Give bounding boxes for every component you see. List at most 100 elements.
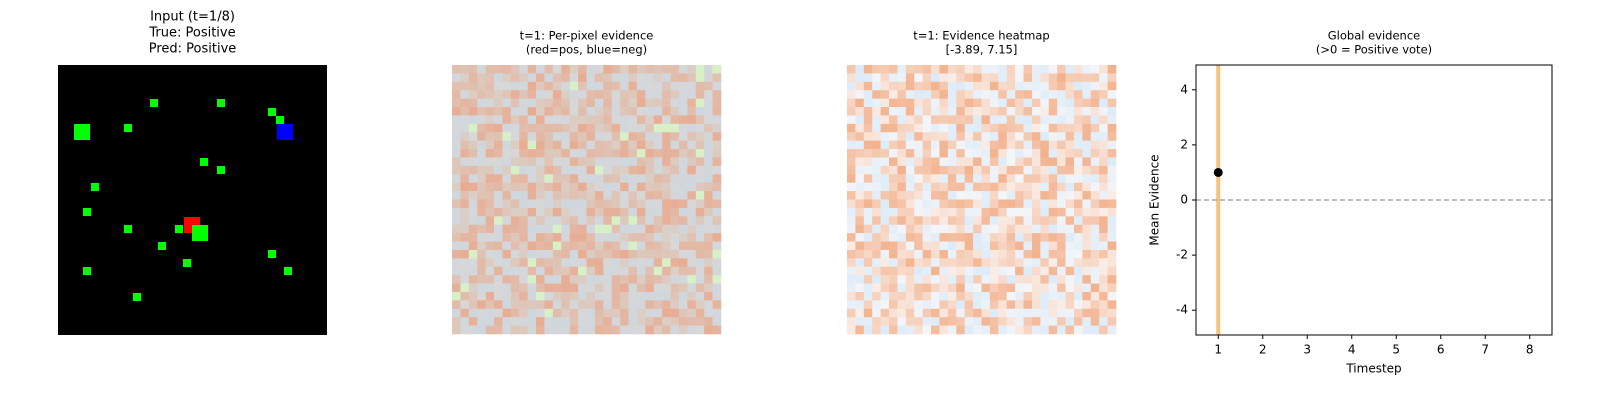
heat-cell	[586, 266, 596, 276]
heat-cell	[468, 258, 478, 268]
heat-cell	[586, 81, 596, 91]
heat-cell	[998, 266, 1008, 276]
heat-cell	[527, 81, 537, 91]
heat-cell	[914, 199, 923, 209]
heat-cell	[998, 224, 1008, 234]
heat-cell	[653, 81, 663, 91]
heat-cell	[460, 233, 470, 242]
heat-cell	[594, 216, 604, 226]
heat-cell	[468, 191, 478, 200]
heat-cell	[1057, 308, 1066, 318]
heat-cell	[544, 241, 554, 251]
heat-cell	[586, 325, 596, 335]
heat-cell	[519, 308, 528, 318]
heat-cell	[1099, 207, 1108, 217]
heat-cell	[527, 65, 537, 74]
heat-cell	[544, 300, 554, 310]
heat-cell	[947, 241, 957, 251]
heat-cell	[897, 233, 907, 242]
heat-cell	[687, 191, 697, 200]
heat-cell	[998, 283, 1008, 293]
heat-cell	[847, 266, 856, 276]
heat-cell	[536, 317, 545, 326]
heat-cell	[1099, 157, 1108, 167]
heat-cell	[452, 216, 461, 226]
heat-cell	[603, 98, 613, 108]
heat-cell	[704, 317, 713, 326]
heat-cell	[1015, 90, 1024, 99]
heat-cell	[1048, 123, 1058, 133]
heat-cell	[678, 81, 688, 91]
heat-cell	[578, 308, 587, 318]
heat-cell	[863, 300, 873, 310]
heat-cell	[939, 199, 949, 209]
heat-cell	[552, 191, 562, 200]
heat-cell	[695, 132, 705, 141]
heat-cell	[1023, 275, 1033, 284]
heat-cell	[880, 291, 890, 301]
heat-cell	[468, 140, 478, 150]
heat-cell	[603, 275, 613, 284]
heat-cell	[855, 266, 865, 276]
heat-cell	[1065, 191, 1075, 200]
heat-cell	[897, 308, 907, 318]
heat-cell	[561, 140, 570, 150]
heat-cell	[670, 191, 680, 200]
heat-cell	[662, 275, 671, 284]
heat-cell	[645, 65, 655, 74]
heat-cell	[670, 283, 680, 293]
heat-cell	[477, 249, 486, 259]
heat-cell	[594, 207, 604, 217]
heat-cell	[1048, 73, 1058, 83]
object	[217, 166, 225, 174]
heat-cell	[973, 317, 982, 326]
heat-cell	[519, 182, 528, 192]
heat-cell	[981, 115, 991, 125]
heat-cell	[931, 149, 940, 158]
heat-cell	[653, 132, 663, 141]
heat-cell	[536, 123, 545, 133]
heat-cell	[1099, 115, 1108, 125]
heat-cell	[695, 241, 705, 251]
heat-cell	[1107, 283, 1117, 293]
heat-cell	[670, 249, 680, 259]
heat-cell	[1006, 233, 1016, 242]
heat-cell	[569, 249, 579, 259]
heat-cell	[1023, 65, 1033, 74]
heat-cell	[947, 182, 957, 192]
heat-cell	[922, 132, 932, 141]
heat-cell	[1073, 241, 1083, 251]
heat-cell	[1057, 199, 1066, 209]
heat-cell	[552, 249, 562, 259]
heat-cell	[889, 81, 898, 91]
heat-cell	[939, 233, 949, 242]
heat-cell	[905, 123, 915, 133]
heat-cell	[1040, 107, 1050, 116]
heat-cell	[956, 107, 965, 116]
heat-cell	[704, 258, 713, 268]
heat-cell	[1099, 300, 1108, 310]
heat-cell	[931, 308, 940, 318]
heat-cell	[947, 308, 957, 318]
heat-cell	[502, 224, 512, 234]
heat-cell	[989, 182, 999, 192]
heat-cell	[863, 258, 873, 268]
heat-cell	[653, 216, 663, 226]
heat-cell	[704, 65, 713, 74]
heat-cell	[544, 65, 554, 74]
heat-cell	[1107, 224, 1117, 234]
heat-cell	[880, 300, 890, 310]
heat-cell	[1023, 224, 1033, 234]
heat-cell	[510, 123, 520, 133]
heat-cell	[494, 165, 503, 175]
heat-cell	[477, 182, 486, 192]
heat-cell	[897, 216, 907, 226]
heat-cell	[712, 157, 722, 167]
heat-cell	[485, 81, 495, 91]
heat-cell	[494, 199, 503, 209]
heat-cell	[712, 73, 722, 83]
heat-cell	[897, 182, 907, 192]
heat-cell	[628, 283, 638, 293]
heat-cell	[468, 81, 478, 91]
heat-cell	[1015, 241, 1024, 251]
